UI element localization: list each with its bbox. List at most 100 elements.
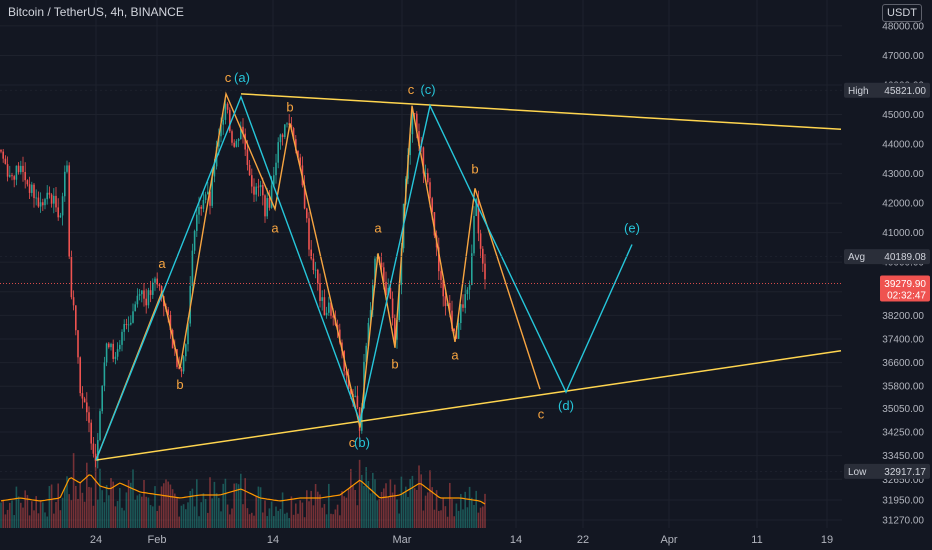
high-price-tag-value: 45821.00 bbox=[884, 86, 926, 97]
price-tick-label: 35050.00 bbox=[882, 404, 924, 415]
volume-bar bbox=[83, 501, 86, 528]
volume-bar bbox=[11, 500, 13, 528]
volume-bar bbox=[220, 511, 222, 528]
volume-bar bbox=[165, 479, 167, 528]
price-tick-label: 35800.00 bbox=[882, 382, 924, 393]
volume-bar bbox=[297, 513, 299, 528]
volume-bar bbox=[6, 509, 9, 528]
volume-bar bbox=[123, 510, 125, 528]
volume-bar bbox=[358, 459, 361, 528]
candle-body bbox=[55, 195, 57, 208]
volume-bar bbox=[218, 497, 220, 528]
candle-body bbox=[42, 202, 44, 206]
volume-ma-line bbox=[0, 474, 486, 505]
candle-body bbox=[398, 284, 400, 321]
volume-bar bbox=[121, 507, 123, 528]
volume-bar bbox=[178, 516, 180, 528]
candle-body bbox=[121, 331, 123, 345]
candle-body bbox=[233, 142, 235, 147]
candle-body bbox=[325, 312, 328, 316]
volume-bar bbox=[356, 505, 359, 528]
volume-bar bbox=[92, 505, 95, 528]
volume-bar bbox=[468, 486, 471, 528]
volume-bar bbox=[191, 488, 194, 528]
candle-body bbox=[132, 311, 134, 323]
candle-body bbox=[235, 140, 238, 147]
volume-bar bbox=[224, 478, 227, 528]
candle-body bbox=[257, 186, 260, 188]
candle-body bbox=[413, 113, 416, 114]
currency-selector[interactable]: USDT bbox=[882, 4, 922, 22]
candle-body bbox=[306, 208, 308, 219]
volume-bar bbox=[383, 488, 385, 528]
volume-bar bbox=[112, 481, 114, 528]
volume-bar bbox=[255, 496, 257, 528]
candle-body bbox=[383, 267, 385, 282]
volume-bar bbox=[330, 513, 332, 528]
candle-body bbox=[295, 139, 297, 151]
volume-bar bbox=[147, 497, 150, 528]
volume-bar bbox=[466, 507, 469, 528]
wave-label: c bbox=[408, 82, 415, 97]
candle-body bbox=[222, 119, 224, 125]
candle-body bbox=[136, 295, 139, 305]
volume-bar bbox=[343, 496, 345, 528]
candle-body bbox=[479, 233, 482, 249]
candle-body bbox=[97, 440, 99, 462]
volume-bar bbox=[301, 502, 304, 528]
volume-bar bbox=[391, 492, 394, 528]
volume-bar bbox=[339, 515, 341, 528]
volume-bar bbox=[367, 480, 370, 528]
volume-bar bbox=[138, 493, 141, 528]
volume-bar bbox=[323, 504, 326, 528]
volume-bar bbox=[462, 509, 464, 528]
candle-body bbox=[361, 408, 363, 431]
candle-body bbox=[79, 357, 81, 394]
volume-bar bbox=[189, 491, 191, 528]
candle-body bbox=[330, 302, 332, 316]
volume-bar bbox=[471, 497, 473, 528]
volume-bar bbox=[435, 490, 438, 528]
candle-body bbox=[182, 356, 185, 372]
volume-bar bbox=[17, 496, 20, 528]
candle-body bbox=[152, 282, 154, 295]
volume-bar bbox=[81, 492, 84, 528]
candle-body bbox=[50, 194, 53, 204]
candle-body bbox=[270, 185, 273, 208]
volume-bar bbox=[407, 497, 409, 528]
candle-body bbox=[365, 345, 367, 362]
candle-body bbox=[31, 184, 33, 193]
volume-bar bbox=[431, 487, 433, 528]
volume-bar bbox=[44, 512, 46, 528]
volume-bar bbox=[257, 486, 260, 528]
candle-body bbox=[303, 185, 306, 209]
candle-body bbox=[116, 349, 119, 357]
volume-bar bbox=[64, 487, 66, 528]
volume-bar bbox=[308, 501, 310, 528]
volume-bar bbox=[97, 499, 99, 528]
volume-bar bbox=[275, 506, 277, 528]
candle-body bbox=[350, 389, 352, 394]
candle-body bbox=[255, 186, 257, 195]
candle-body bbox=[61, 196, 64, 216]
volume-bar bbox=[336, 504, 339, 528]
price-tick-label: 36600.00 bbox=[882, 358, 924, 369]
candle-body bbox=[123, 324, 125, 332]
candle-body bbox=[475, 198, 477, 216]
candle-body bbox=[347, 375, 350, 390]
volume-bar bbox=[174, 493, 176, 528]
volume-bar bbox=[440, 510, 442, 528]
volume-bar bbox=[433, 509, 436, 528]
volume-bar bbox=[50, 484, 53, 528]
volume-bar bbox=[145, 496, 147, 528]
candle-body bbox=[149, 290, 152, 295]
candle-body bbox=[396, 320, 398, 340]
volume-bar bbox=[105, 485, 108, 528]
candle-body bbox=[231, 131, 233, 143]
candle-body bbox=[57, 207, 59, 218]
candle-body bbox=[354, 395, 356, 398]
volume-bar bbox=[374, 479, 376, 528]
volume-bar bbox=[387, 496, 389, 528]
candle-body bbox=[468, 284, 471, 290]
